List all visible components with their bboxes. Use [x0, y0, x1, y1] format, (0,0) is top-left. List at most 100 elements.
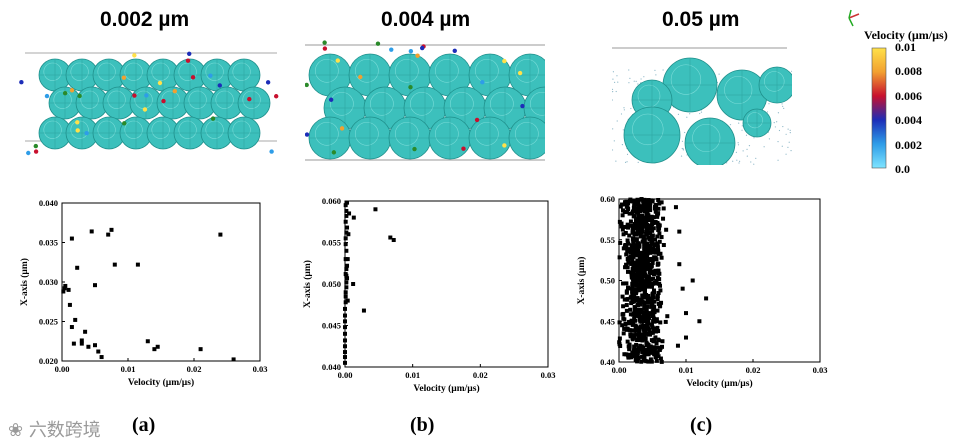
data-point: [628, 219, 633, 224]
colorbar-title: Velocity (µm/µs): [864, 28, 948, 42]
data-point: [632, 201, 637, 206]
data-point: [642, 205, 647, 210]
fluid-particle: [389, 47, 394, 52]
data-point: [649, 247, 654, 252]
data-point: [656, 261, 661, 266]
data-point: [629, 270, 634, 275]
data-point: [631, 205, 636, 210]
data-point: [648, 208, 653, 213]
data-point: [66, 287, 71, 292]
data-point: [231, 357, 236, 362]
data-point: [343, 294, 348, 299]
fluid-particle: [142, 107, 148, 112]
data-point: [343, 290, 348, 295]
data-point: [634, 223, 639, 228]
fluid-particle: [331, 150, 337, 155]
data-point: [648, 217, 653, 222]
data-point: [654, 358, 659, 363]
fluid-particle: [480, 80, 485, 85]
data-point: [636, 312, 641, 317]
data-point: [630, 230, 635, 235]
data-point: [639, 336, 644, 341]
data-point: [658, 251, 663, 256]
data-point: [630, 291, 635, 296]
data-point: [620, 227, 625, 232]
data-point: [657, 271, 662, 276]
y-tick-label: 0.020: [39, 356, 58, 366]
simulation-c: [612, 47, 792, 165]
fluid-particle: [77, 93, 82, 99]
data-point: [343, 203, 348, 208]
data-point: [677, 262, 682, 267]
data-point: [637, 260, 642, 265]
data-point: [361, 308, 366, 313]
data-point: [345, 276, 350, 281]
y-axis-label: X-axis (µm): [19, 258, 30, 306]
fluid-particle: [44, 93, 50, 99]
y-tick-label: 0.040: [322, 362, 341, 372]
data-point: [109, 227, 114, 232]
x-axis-label: Velocity (µm/µs): [413, 383, 479, 394]
data-point: [644, 249, 649, 254]
data-point: [644, 220, 649, 225]
data-point: [645, 313, 650, 318]
data-point: [655, 293, 660, 298]
data-point: [640, 204, 645, 209]
title-c: 0.05 µm: [662, 8, 740, 31]
data-point: [625, 249, 630, 254]
data-point: [648, 332, 653, 337]
particle-sphere: [758, 66, 792, 104]
data-point: [654, 353, 659, 358]
x-tick-label: 0.02: [746, 365, 761, 375]
data-point: [638, 219, 643, 224]
data-point: [657, 226, 662, 231]
data-point: [652, 352, 657, 357]
data-point: [343, 257, 348, 262]
data-point: [628, 254, 633, 259]
data-point: [637, 331, 642, 336]
data-point: [631, 322, 636, 327]
data-point: [630, 328, 635, 333]
data-point: [636, 298, 641, 303]
data-point: [684, 335, 688, 340]
data-point: [642, 302, 647, 307]
data-point: [640, 239, 645, 244]
data-point: [649, 223, 654, 228]
caption-a: (a): [132, 414, 156, 436]
data-point: [641, 284, 646, 289]
data-point: [654, 317, 659, 322]
data-point: [642, 279, 647, 284]
data-point: [636, 206, 641, 211]
plot-frame: [61, 202, 261, 362]
data-point: [659, 300, 664, 305]
data-point: [656, 329, 661, 334]
fluid-particle: [62, 91, 68, 96]
fluid-particle: [161, 98, 166, 104]
data-point: [619, 224, 624, 229]
data-point: [624, 281, 629, 286]
y-tick-label: 0.045: [322, 321, 341, 331]
data-point: [624, 245, 629, 250]
particle-sphere: [200, 58, 234, 92]
fluid-particle: [305, 82, 309, 88]
data-point: [622, 326, 627, 331]
particle-sphere: [65, 116, 99, 150]
data-point: [642, 310, 647, 315]
data-point: [636, 334, 641, 339]
data-point: [661, 216, 666, 221]
data-point: [145, 339, 150, 344]
data-point: [69, 236, 74, 241]
data-point: [112, 262, 117, 267]
particle-sphere: [742, 108, 772, 138]
data-point: [645, 261, 650, 266]
data-point: [373, 207, 378, 212]
fluid-particle: [84, 130, 89, 136]
data-point: [629, 256, 634, 261]
data-point: [653, 335, 658, 340]
particle-sphere: [508, 116, 545, 160]
fluid-particle: [75, 128, 80, 133]
data-point: [625, 205, 630, 210]
data-point: [631, 242, 636, 247]
data-point: [626, 260, 631, 265]
data-point: [646, 266, 651, 271]
